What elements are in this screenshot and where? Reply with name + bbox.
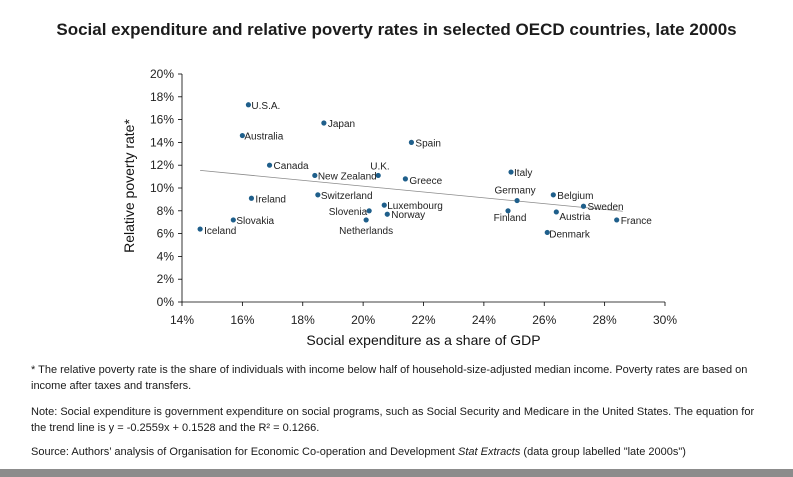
data-point — [315, 192, 321, 198]
y-tick-label: 10% — [150, 181, 174, 195]
y-tick-label: 0% — [157, 295, 175, 309]
point-label: Italy — [514, 168, 532, 179]
data-point — [550, 192, 556, 198]
x-tick-label: 30% — [653, 313, 677, 327]
source-suffix: (data group labelled "late 2000s") — [520, 446, 686, 458]
point-label: Denmark — [549, 229, 591, 240]
footnote-trendline: Note: Social expenditure is government e… — [31, 406, 755, 434]
y-tick-label: 18% — [150, 90, 174, 104]
data-point — [553, 209, 559, 215]
x-tick-label: 18% — [291, 313, 315, 327]
data-point — [408, 139, 415, 145]
data-point — [248, 195, 255, 201]
data-point — [266, 162, 273, 168]
point-label: Slovakia — [236, 216, 274, 227]
point-label: Finland — [494, 213, 527, 224]
data-point — [366, 208, 372, 214]
point-label: Canada — [274, 161, 309, 172]
point-label: Germany — [495, 186, 536, 197]
x-tick-label: 20% — [351, 313, 375, 327]
y-tick-label: 4% — [157, 249, 175, 263]
point-label: Australia — [244, 132, 283, 143]
y-axis-label: Relative poverty rate* — [121, 119, 137, 253]
data-point — [312, 172, 318, 179]
x-tick-label: 28% — [593, 313, 617, 327]
point-label: Ireland — [255, 194, 286, 205]
data-point — [614, 217, 620, 223]
x-tick-label: 14% — [170, 313, 194, 327]
point-label: Greece — [409, 176, 442, 187]
scatter-chart: 0% 2% 4% 6% 8% 10% 12% 14% 16% 18% 20% 14% 16% 18% 20%… — [121, 67, 677, 348]
footnote-source: Source: Authors’ analysis of Organisatio… — [31, 444, 771, 460]
footnote-poverty-rate: * The relative poverty rate is the share… — [31, 364, 748, 392]
data-point — [508, 169, 514, 175]
point-label: New Zealand — [318, 171, 377, 182]
data-point — [505, 208, 511, 214]
chart-title: Social expenditure and relative poverty … — [56, 20, 737, 39]
data-point — [363, 217, 369, 223]
y-tick-label: 14% — [150, 135, 174, 149]
point-label: Iceland — [204, 226, 236, 237]
source-prefix: Source: Authors’ analysis of Organisatio… — [31, 446, 458, 458]
y-tick-label: 12% — [150, 158, 174, 172]
y-tick-label: 8% — [157, 204, 175, 218]
y-tick-label: 20% — [150, 67, 174, 81]
point-label: Japan — [328, 119, 355, 130]
point-label: Spain — [415, 138, 441, 149]
data-point — [245, 102, 252, 108]
point-label: U.K. — [370, 161, 389, 172]
x-tick-label: 26% — [532, 313, 556, 327]
point-label: Slovenia — [329, 207, 368, 218]
data-point — [381, 202, 387, 208]
x-tick-label: 24% — [472, 313, 496, 327]
y-tick-label: 2% — [157, 272, 175, 286]
point-label: Austria — [559, 212, 591, 223]
point-label: Switzerland — [321, 191, 373, 202]
x-axis-label: Social expenditure as a share of GDP — [306, 332, 540, 348]
data-point — [321, 120, 327, 126]
point-label: Norway — [391, 210, 425, 221]
y-tick-label: 6% — [157, 227, 175, 241]
x-tick-label: 22% — [411, 313, 435, 327]
point-label: Sweden — [587, 202, 623, 213]
data-point — [384, 211, 390, 217]
data-point — [239, 132, 245, 139]
data-point — [375, 172, 381, 179]
bottom-divider — [0, 469, 793, 477]
data-point — [580, 203, 587, 209]
trend-line — [200, 170, 623, 212]
point-label: Netherlands — [339, 226, 393, 237]
point-label: U.S.A. — [251, 101, 280, 112]
data-point — [230, 217, 236, 223]
point-label: Luxembourg — [387, 201, 443, 212]
point-label: France — [621, 216, 653, 227]
y-tick-label: 16% — [150, 113, 174, 127]
x-tick-label: 16% — [230, 313, 254, 327]
point-label: Belgium — [557, 191, 593, 202]
data-point — [544, 229, 550, 236]
data-point — [514, 197, 520, 204]
data-point — [197, 226, 203, 232]
data-point — [402, 176, 408, 182]
source-italic: Stat Extracts — [458, 446, 521, 458]
